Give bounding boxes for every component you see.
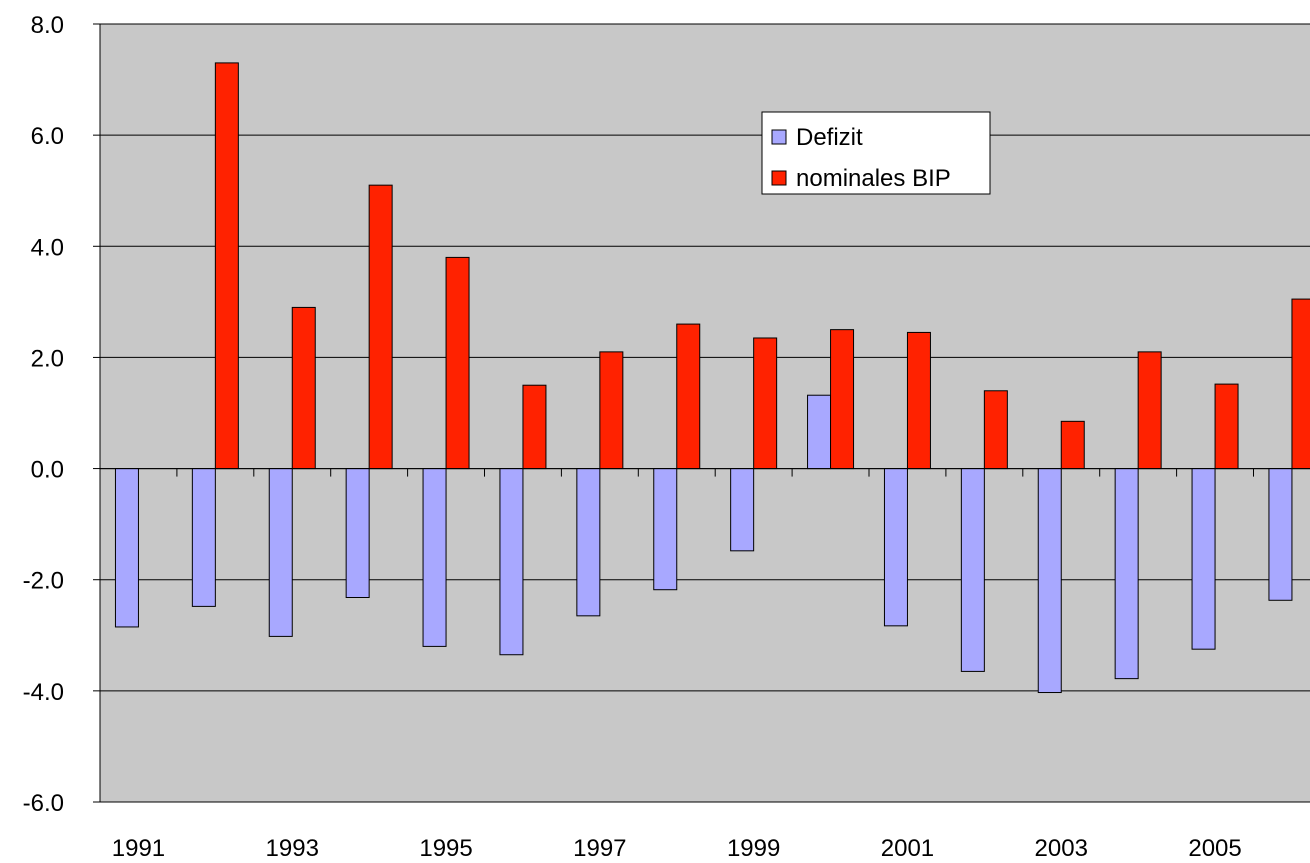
y-tick-label: 0.0 [31,457,64,484]
x-tick-label: 1991 [112,835,165,862]
x-tick-label: 2001 [881,835,934,862]
bar [906,331,931,470]
bar [1137,351,1162,470]
y-tick-label: -4.0 [23,679,64,706]
bar [807,394,832,470]
x-tick-label: 1999 [727,835,780,862]
bar [883,468,908,627]
bar [676,323,701,470]
bar [522,384,547,470]
bar [599,351,624,470]
legend-swatch [771,170,787,186]
bar [730,468,755,552]
bar [830,329,855,470]
bar [291,306,316,470]
legend-label: nominales BIP [796,165,951,192]
bar [1037,468,1062,694]
bar [960,468,985,672]
bar [445,256,470,470]
x-tick-label: 2003 [1035,835,1088,862]
y-tick-label: -2.0 [23,568,64,595]
bar [1114,468,1139,680]
bar [1060,420,1085,470]
bar [191,468,216,607]
bar [214,62,239,470]
bar [1214,383,1239,470]
legend-box [761,111,991,195]
y-tick-label: 2.0 [31,345,64,372]
bar [1291,298,1310,470]
bar [983,390,1008,470]
bar [1268,468,1293,601]
plot-area [100,24,1310,802]
bar [114,468,139,628]
y-tick-label: 4.0 [31,234,64,261]
bar [753,337,778,470]
legend: Defizit nominales BIP [761,111,991,195]
bar [499,468,524,656]
bar [653,468,678,591]
x-tick-label: 1993 [266,835,319,862]
legend-swatch [771,129,787,145]
x-tick-label: 2005 [1188,835,1241,862]
legend-label: Defizit [796,124,863,151]
bar [345,468,370,598]
y-tick-label: 6.0 [31,123,64,150]
x-tick-label: 1995 [419,835,472,862]
bar [422,468,447,647]
y-tick-label: -6.0 [23,790,64,817]
y-tick-label: 8.0 [31,12,64,39]
bar [268,468,293,637]
bar [576,468,601,617]
bar [1191,468,1216,650]
x-tick-label: 1997 [573,835,626,862]
bar [368,184,393,470]
